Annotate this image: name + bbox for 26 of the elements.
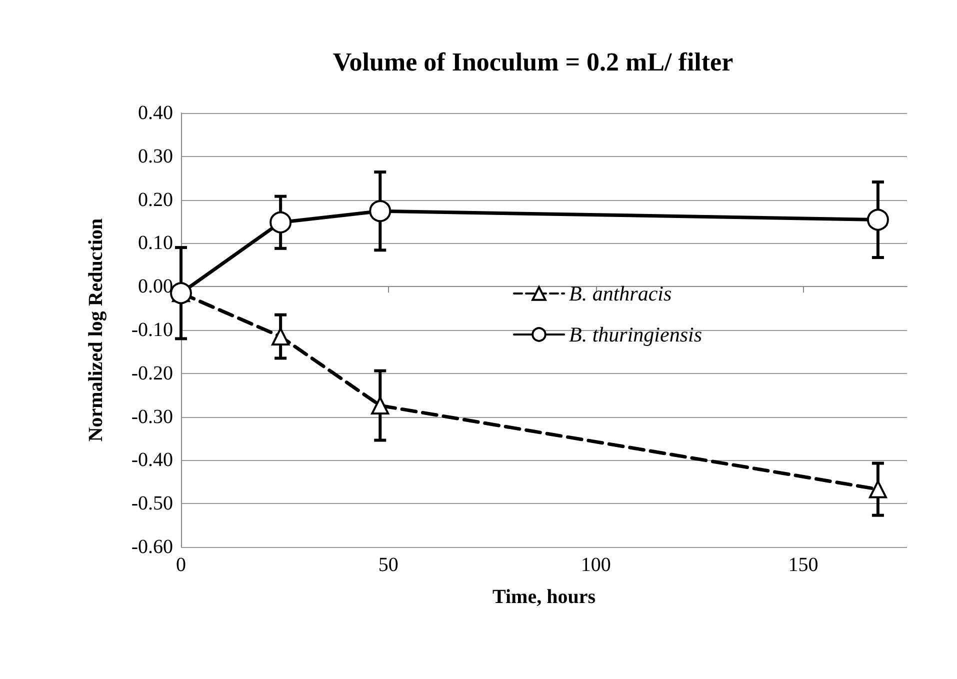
y-tick-label: -0.50 (131, 492, 173, 515)
x-tick-label: 50 (378, 554, 398, 576)
legend-label: B. thuringiensis (569, 322, 702, 346)
y-tick-label: 0.00 (138, 276, 173, 298)
y-tick-label: 0.30 (138, 145, 173, 168)
chart-title: Volume of Inoculum = 0.2 mL/ filter (332, 48, 734, 76)
x-axis-title: Time, hours (492, 586, 596, 608)
y-tick-label: -0.20 (131, 362, 173, 384)
y-tick-label: -0.30 (131, 406, 173, 428)
point (866, 208, 889, 231)
y-tick-label: 0.10 (138, 232, 173, 254)
point (272, 328, 290, 346)
point (371, 396, 390, 415)
y-tick-label: -0.60 (131, 536, 173, 558)
x-tick-label: 100 (580, 554, 611, 576)
x-tick-label: 0 (176, 554, 186, 576)
point (868, 480, 887, 498)
legend-label: B. anthracis (569, 282, 672, 306)
y-tick-label: -0.40 (131, 449, 173, 472)
y-tick-label: 0.20 (138, 188, 173, 211)
point (369, 200, 392, 222)
y-axis-title: Normalized log Reduction (85, 218, 107, 442)
x-tick-label: 150 (788, 554, 818, 576)
y-tick-label: 0.40 (138, 102, 173, 124)
point (270, 211, 292, 234)
y-tick-label: -0.10 (131, 319, 173, 341)
